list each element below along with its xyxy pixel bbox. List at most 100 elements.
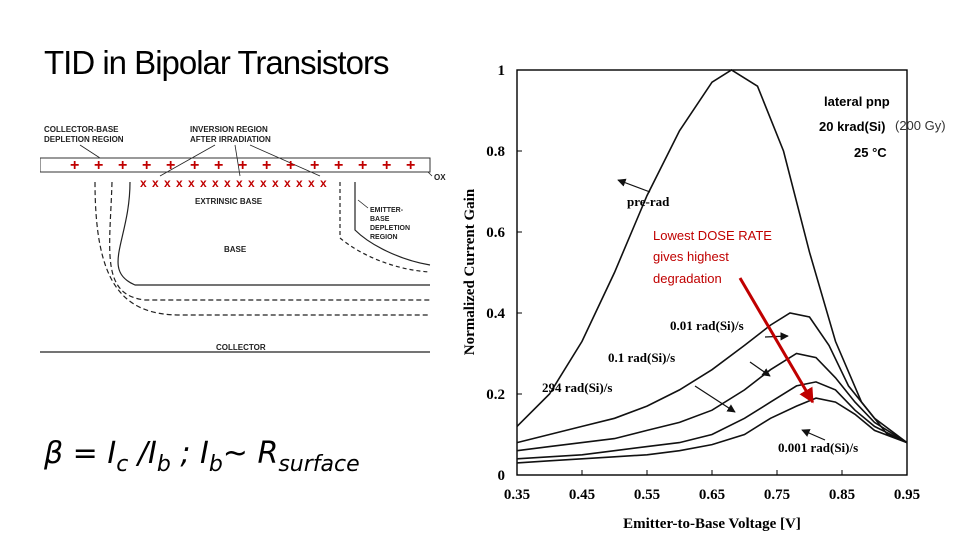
plus-charge: + [262,157,271,174]
plus-charge: + [286,157,295,174]
dose-001-arrow [764,332,789,341]
dose-294-arrow [694,385,736,413]
x-tick-label: 0.95 [894,487,920,503]
series-label: 0.01 rad(Si)/s [670,318,744,333]
x-trap: x [284,176,291,190]
annotation-arrow [738,277,815,404]
plus-charge: + [382,157,391,174]
plus-charge: + [334,157,343,174]
dose-01-arrow [749,361,771,377]
inversion-label-1: INVERSION REGION [190,125,268,134]
series-label: pre-rad [627,194,670,209]
x-trap: x [200,176,207,190]
x-tick-label: 0.45 [569,487,595,503]
collector-base-label: COLLECTOR-BASE DEPLETION REGION [44,125,124,144]
x-trap: x [308,176,315,190]
inversion-label: INVERSION REGION AFTER IRRADIATION [190,125,271,144]
series-line-2 [516,352,908,452]
x-trap: x [176,176,183,190]
x-trap: x [320,176,327,190]
x-tick-label: 0.85 [829,487,855,503]
current-gain-chart: Normalized Current Gain Emitter-to-Base … [462,63,946,532]
plus-charge: + [166,157,175,174]
formula-sep: ; I [170,436,209,471]
emitter-base-label-4: REGION [370,234,398,241]
page-title: TID in Bipolar Transistors [44,44,389,81]
plus-charge: + [214,157,223,174]
x-axis-label: Emitter-to-Base Voltage [V] [623,516,801,532]
x-tick-label: 0.65 [699,487,725,503]
x-tick-label: 0.35 [504,487,530,503]
y-tick-label: 0.6 [486,225,505,241]
series-label: 0.001 rad(Si)/s [778,440,858,455]
plus-charge: + [406,157,415,174]
plus-charge: + [94,157,103,174]
series-label: 294 rad(Si)/s [542,380,612,395]
beta-formula: β = Ic /Ib ; Ib~ Rsurface [44,436,360,477]
x-trap: x [152,176,159,190]
plus-charge: + [310,157,319,174]
y-tick-label: 0.8 [486,144,505,160]
emitter-base-label-2: BASE [370,216,390,223]
x-tick-label: 0.55 [634,487,660,503]
formula-sub-b1: b [156,452,171,477]
legend-block: lateral pnp 20 krad(Si) 25 °C [819,94,890,160]
y-tick-label: 0.4 [486,306,505,322]
x-trap: x [236,176,243,190]
plus-charge: + [190,157,199,174]
series-line-4 [516,397,908,464]
annotation-line-3: degradation [653,271,722,286]
collector-base-label-2: DEPLETION REGION [44,135,124,144]
series-label: 0.1 rad(Si)/s [608,350,675,365]
emitter-base-label-3: DEPLETION [370,225,410,232]
y-tick-label: 1 [498,63,506,79]
x-trap: x [188,176,195,190]
x-trap: x [212,176,219,190]
emitter-base-label: EMITTER- BASE DEPLETION REGION [370,207,410,241]
formula-tilde: ~ R [222,436,279,471]
x-trap: x [248,176,255,190]
dose-note: (200 Gy) [895,118,946,133]
positive-charges: + + + + + + + + + + + + + + + [70,157,415,174]
y-tick-label: 0.2 [486,387,505,403]
extrinsic-base-label: EXTRINSIC BASE [195,197,263,206]
collector-label: COLLECTOR [216,343,266,352]
series-line-1 [516,312,908,444]
x-tick-label: 0.75 [764,487,790,503]
formula-sub-c: c [116,452,129,477]
formula-sub-surface: surface [278,452,360,477]
x-trap: x [164,176,171,190]
legend-device: lateral pnp [824,94,890,109]
series-line-3 [516,381,908,460]
y-tick-label: 0 [498,468,506,484]
pre-rad-arrow [617,178,651,193]
plus-charge: + [358,157,367,174]
base-label: BASE [224,245,247,254]
formula-sub-b2: b [208,452,223,477]
legend-dose: 20 krad(Si) [819,119,885,134]
series-line-0 [516,69,908,444]
x-trap: x [140,176,147,190]
dose-0001-arrow [801,429,826,441]
legend-temp: 25 °C [854,145,887,160]
annotation-line-2: gives highest [653,249,729,264]
oxide-label: OX [434,173,446,182]
formula-beta: β = I [44,436,117,471]
plus-charge: + [238,157,247,174]
inversion-leader-lines [79,144,321,177]
x-trap: x [260,176,267,190]
annotation: Lowest DOSE RATE gives highest degradati… [653,228,772,286]
plus-charge: + [142,157,151,174]
plus-charge: + [118,157,127,174]
collector-base-label-1: COLLECTOR-BASE [44,125,119,134]
x-trap: x [296,176,303,190]
y-axis-label: Normalized Current Gain [462,188,478,355]
annotation-line-1: Lowest DOSE RATE [653,228,772,243]
x-trap: x [224,176,231,190]
region-boundaries [40,181,431,353]
plus-charge: + [70,157,79,174]
inversion-label-2: AFTER IRRADIATION [190,135,271,144]
transistor-cross-section-diagram: COLLECTOR-BASE DEPLETION REGION INVERSIO… [40,125,446,353]
x-trap: x [272,176,279,190]
